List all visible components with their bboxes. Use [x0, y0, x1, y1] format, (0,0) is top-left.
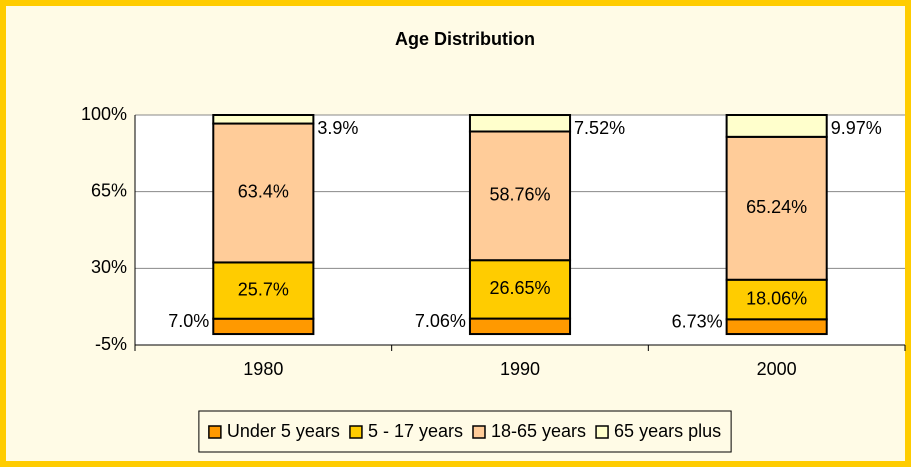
legend-swatch [595, 425, 609, 439]
data-label: 7.0% [168, 311, 209, 331]
bar-segment [468, 114, 572, 133]
data-label: 58.76% [489, 185, 550, 205]
bar-segment [725, 135, 828, 281]
y-tick-label: 100% [81, 104, 127, 124]
legend-label: 5 - 17 years [368, 421, 463, 441]
legend [198, 410, 732, 453]
data-label: 25.7% [238, 279, 289, 299]
legend-swatch [208, 425, 222, 439]
data-label: 9.97% [831, 118, 882, 138]
x-tick-label: 1990 [500, 359, 540, 379]
data-label: 18.06% [746, 288, 807, 308]
y-tick-label: 65% [91, 180, 127, 200]
bar-segment [212, 261, 315, 320]
bar-segment [725, 318, 828, 336]
data-label: 7.52% [574, 118, 625, 138]
data-label: 7.06% [415, 311, 466, 331]
bar-segment [468, 130, 572, 262]
data-label: 26.65% [489, 278, 550, 298]
data-label: 6.73% [672, 311, 723, 331]
x-tick-label: 2000 [757, 359, 797, 379]
data-label: 63.4% [238, 182, 289, 202]
bar-segment [468, 317, 572, 336]
legend-swatch [349, 425, 363, 439]
legend-swatch [472, 425, 486, 439]
y-tick-label: -5% [95, 334, 127, 354]
legend-label: 65 years plus [614, 421, 721, 441]
legend-label: Under 5 years [227, 421, 340, 441]
bar-segment [725, 114, 828, 138]
legend-label: 18-65 years [491, 421, 586, 441]
data-label: 65.24% [746, 197, 807, 217]
chart-title: Age Distribution [395, 29, 535, 49]
bar-segment [212, 122, 315, 264]
bar-segment [212, 317, 315, 336]
x-tick-label: 1980 [243, 359, 283, 379]
bar-segment [212, 114, 315, 125]
y-tick-label: 30% [91, 257, 127, 277]
data-label: 3.9% [317, 118, 358, 138]
bar-segment [725, 278, 828, 321]
bar-segment [468, 259, 572, 320]
